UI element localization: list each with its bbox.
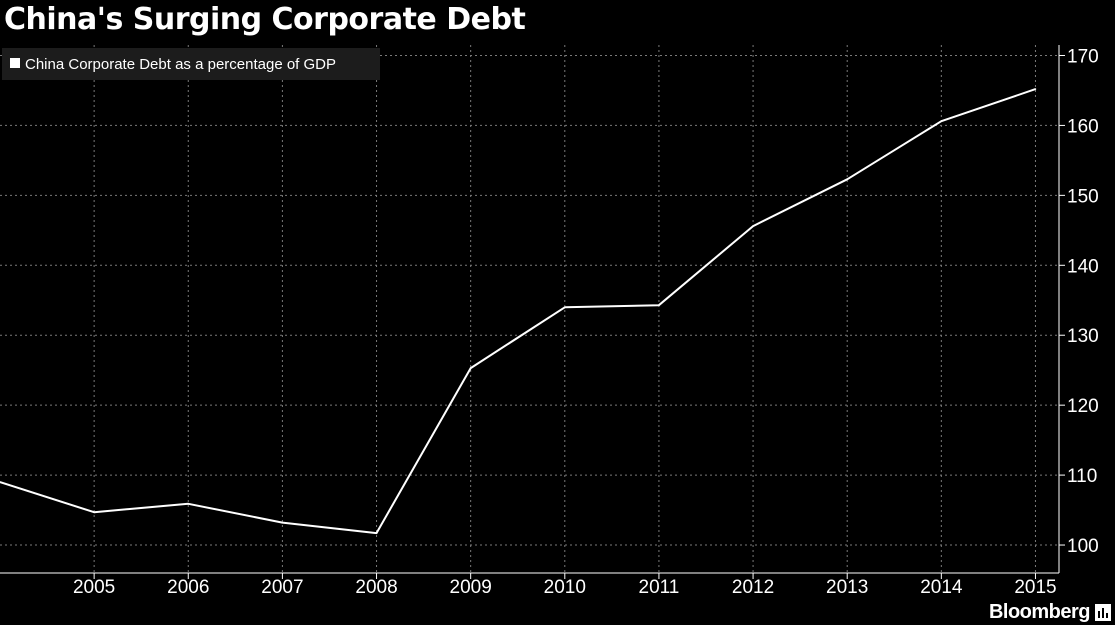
- y-tick-label: 100: [1067, 536, 1099, 557]
- x-tick-label: 2012: [732, 577, 774, 598]
- x-tick-label: 2006: [167, 577, 209, 598]
- legend-label: China Corporate Debt as a percentage of …: [25, 56, 336, 73]
- data-point: [375, 532, 378, 534]
- data-point: [846, 178, 848, 181]
- data-point: [93, 511, 95, 513]
- y-tick-label: 140: [1067, 256, 1099, 277]
- data-point: [564, 306, 566, 309]
- legend-swatch: [10, 58, 20, 68]
- data-point: [281, 521, 284, 524]
- data-point: [0, 481, 1, 483]
- x-tick-label: 2013: [826, 577, 868, 598]
- y-tick-label: 130: [1067, 326, 1099, 347]
- y-tick-label: 170: [1067, 46, 1099, 67]
- bloomberg-bars-icon: [1095, 603, 1111, 621]
- y-tick-label: 150: [1067, 186, 1099, 207]
- x-tick-label: 2008: [355, 577, 397, 598]
- data-point: [469, 367, 472, 369]
- series-layer: [0, 88, 1037, 535]
- x-tick-label: 2009: [450, 577, 492, 598]
- y-axis-ticks: 100 110 120 130 140 150 160 170: [1059, 46, 1099, 557]
- x-tick-label: 2005: [73, 577, 115, 598]
- bloomberg-brand: Bloomberg: [989, 601, 1111, 623]
- data-point: [1034, 88, 1037, 90]
- x-tick-label: 2014: [920, 577, 963, 598]
- y-tick-label: 110: [1067, 466, 1097, 487]
- data-point: [940, 120, 943, 123]
- x-tick-label: 2011: [639, 577, 680, 598]
- y-tick-label: 160: [1067, 116, 1099, 137]
- axes: [0, 45, 1060, 574]
- legend: China Corporate Debt as a percentage of …: [2, 48, 380, 80]
- x-tick-label: 2015: [1014, 577, 1056, 598]
- brand-name: Bloomberg: [988, 600, 1091, 623]
- series-line: [0, 88, 1036, 535]
- data-point: [658, 304, 660, 306]
- data-point: [187, 502, 190, 505]
- x-tick-label: 2007: [261, 577, 303, 598]
- legend-background: [2, 48, 380, 80]
- y-tick-label: 120: [1067, 396, 1099, 417]
- x-tick-label: 2010: [544, 577, 586, 598]
- chart-title: China's Surging Corporate Debt: [4, 2, 526, 37]
- x-axis-ticks: 2005 2006 2007 2008 2009 2010 2011 2012 2013 2014…: [73, 573, 1057, 598]
- gridlines: [0, 45, 1059, 573]
- data-point: [752, 225, 754, 227]
